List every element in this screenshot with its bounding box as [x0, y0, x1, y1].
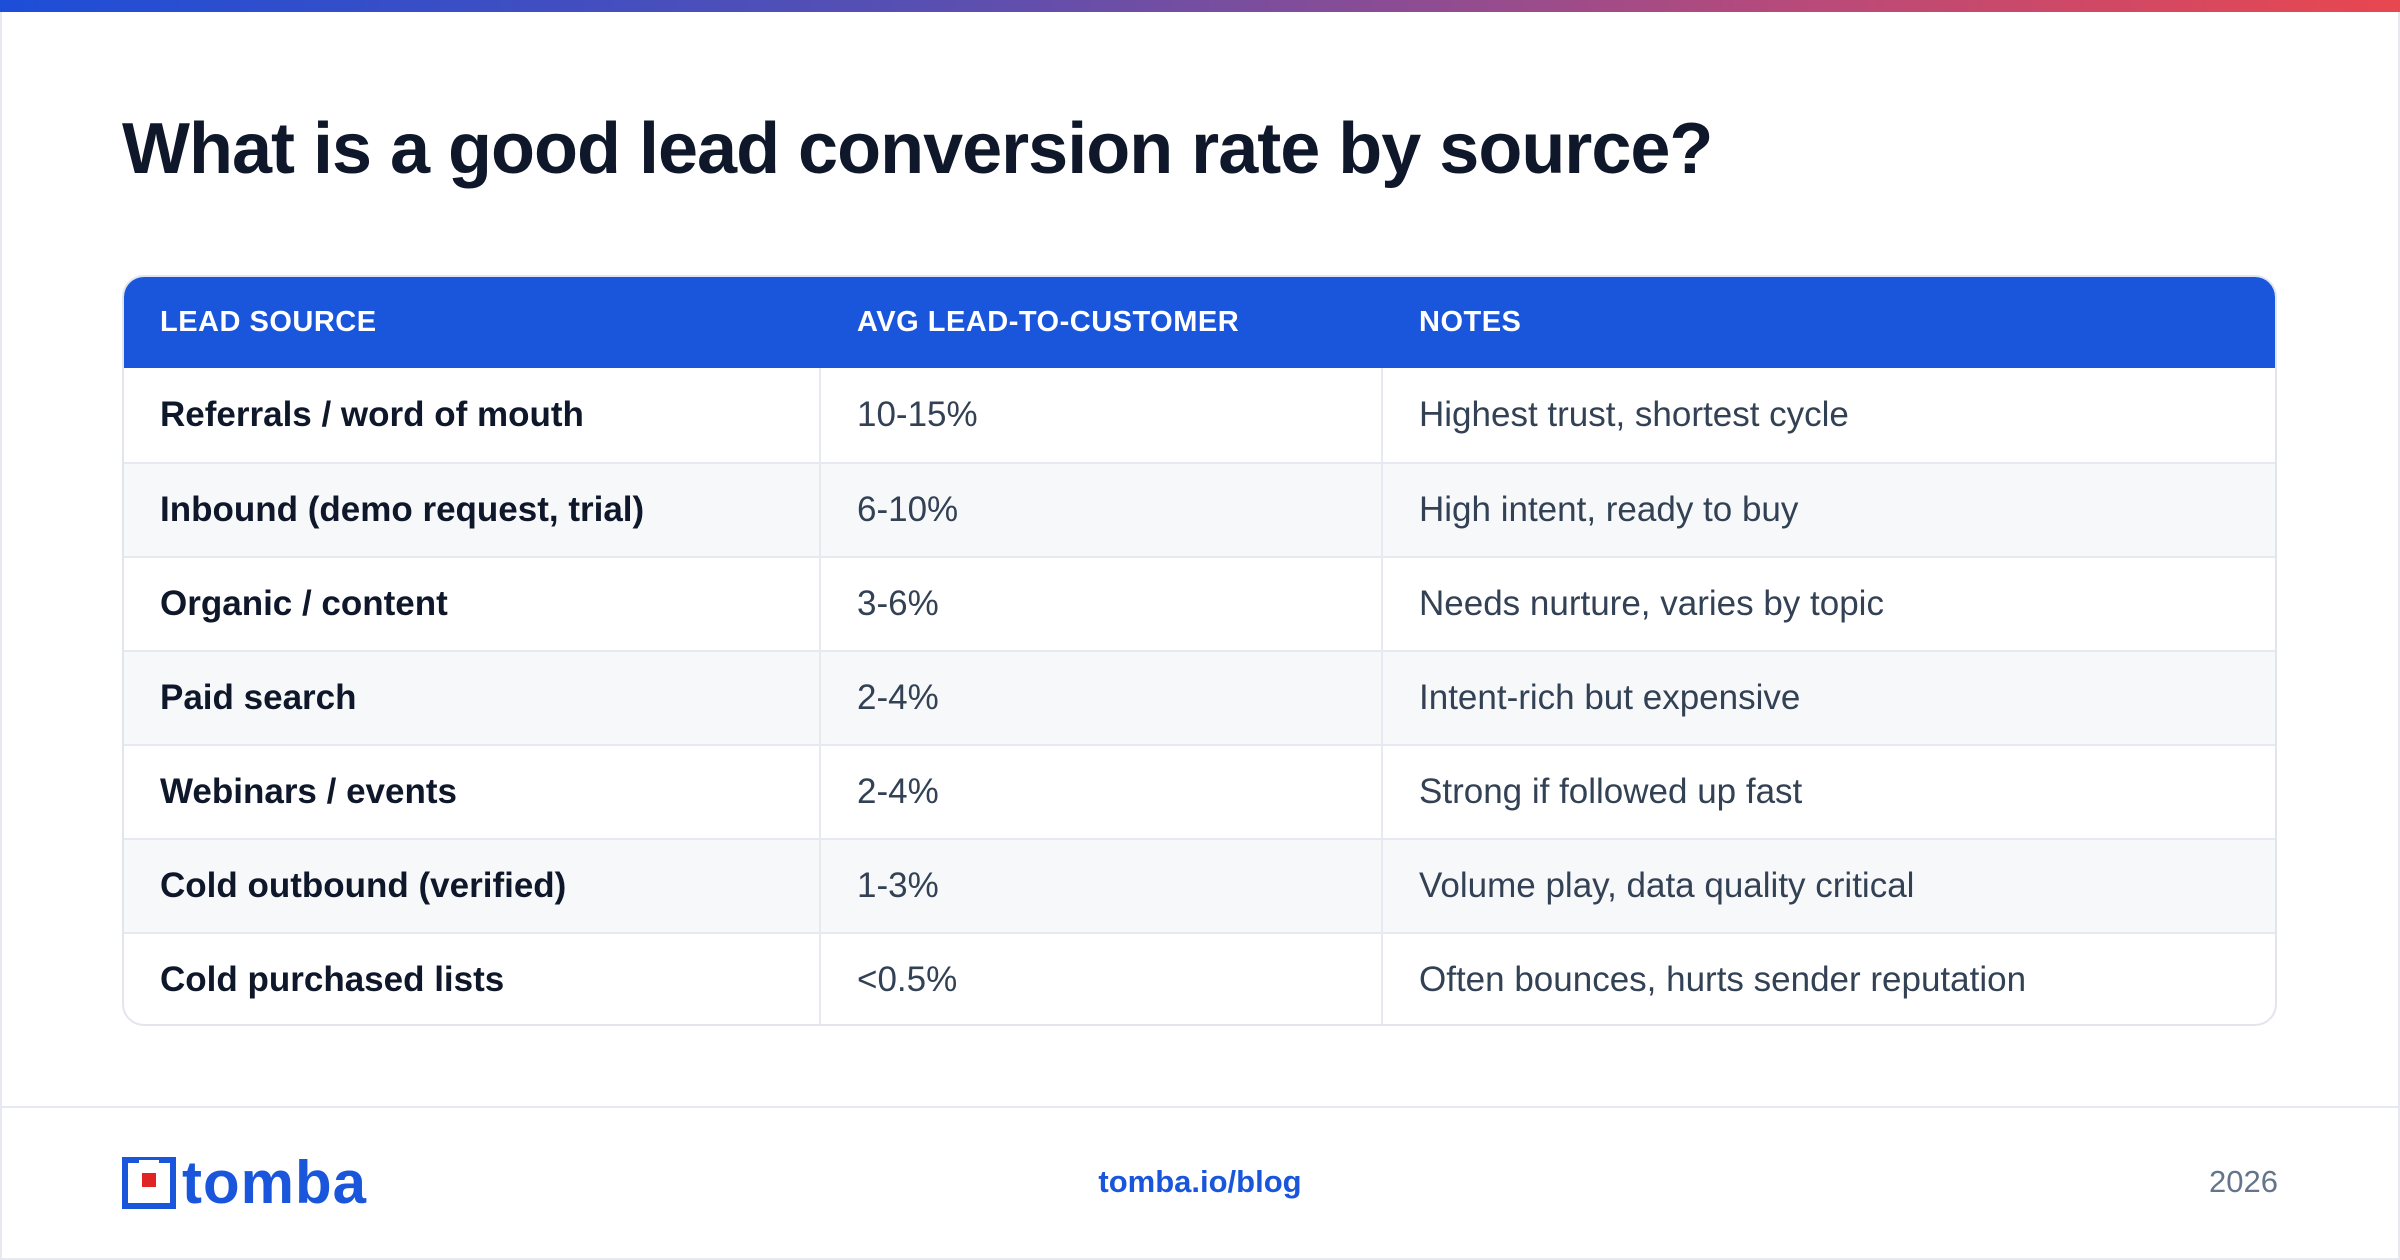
table-row: Organic / content 3-6% Needs nurture, va…	[124, 556, 2275, 650]
cell-rate: 1-3%	[821, 840, 1383, 932]
cell-rate: 3-6%	[821, 558, 1383, 650]
footer-year: 2026	[2209, 1164, 2278, 1199]
cell-rate: 10-15%	[821, 368, 1383, 462]
cell-lead-source: Referrals / word of mouth	[124, 368, 821, 462]
cell-lead-source: Organic / content	[124, 558, 821, 650]
header-notes: NOTES	[1419, 306, 1522, 338]
footer-divider	[0, 1106, 2400, 1108]
page-title: What is a good lead conversion rate by s…	[122, 109, 1713, 189]
logo-wordmark: tomba	[182, 1149, 367, 1216]
table-row: Inbound (demo request, trial) 6-10% High…	[124, 462, 2275, 556]
cell-rate: 2-4%	[821, 746, 1383, 838]
cell-notes: Volume play, data quality critical	[1419, 866, 1915, 905]
cell-notes: Often bounces, hurts sender reputation	[1419, 960, 2027, 999]
cell-rate: 2-4%	[821, 652, 1383, 744]
table-row: Referrals / word of mouth 10-15% Highest…	[124, 368, 2275, 462]
cell-notes: High intent, ready to buy	[1419, 490, 1799, 529]
cell-lead-source: Cold outbound (verified)	[124, 840, 821, 932]
cell-notes: Strong if followed up fast	[1419, 772, 1803, 811]
tomba-logo-icon	[122, 1157, 176, 1209]
top-gradient-bar	[0, 0, 2400, 12]
header-avg-lead-to-customer: AVG LEAD-TO-CUSTOMER	[857, 306, 1240, 338]
cell-lead-source: Cold purchased lists	[124, 934, 821, 1024]
cell-notes: Intent-rich but expensive	[1419, 678, 1801, 717]
cell-notes: Needs nurture, varies by topic	[1419, 584, 1884, 623]
table-body: Referrals / word of mouth 10-15% Highest…	[124, 368, 2275, 1024]
cell-lead-source: Webinars / events	[124, 746, 821, 838]
table-row: Cold outbound (verified) 1-3% Volume pla…	[124, 838, 2275, 932]
cell-lead-source: Inbound (demo request, trial)	[124, 464, 821, 556]
cell-notes: Highest trust, shortest cycle	[1419, 395, 1849, 434]
cell-lead-source: Paid search	[124, 652, 821, 744]
table-row: Webinars / events 2-4% Strong if followe…	[124, 744, 2275, 838]
tomba-logo[interactable]: tomba	[122, 1149, 367, 1216]
header-lead-source: LEAD SOURCE	[160, 306, 377, 338]
table-row: Paid search 2-4% Intent-rich but expensi…	[124, 650, 2275, 744]
cell-rate: 6-10%	[821, 464, 1383, 556]
conversion-rate-table: LEAD SOURCE AVG LEAD-TO-CUSTOMER NOTES R…	[122, 275, 2277, 1026]
table-row: Cold purchased lists <0.5% Often bounces…	[124, 932, 2275, 1024]
table-header: LEAD SOURCE AVG LEAD-TO-CUSTOMER NOTES	[124, 277, 2275, 368]
blog-link[interactable]: tomba.io/blog	[1098, 1164, 1302, 1199]
cell-rate: <0.5%	[821, 934, 1383, 1024]
